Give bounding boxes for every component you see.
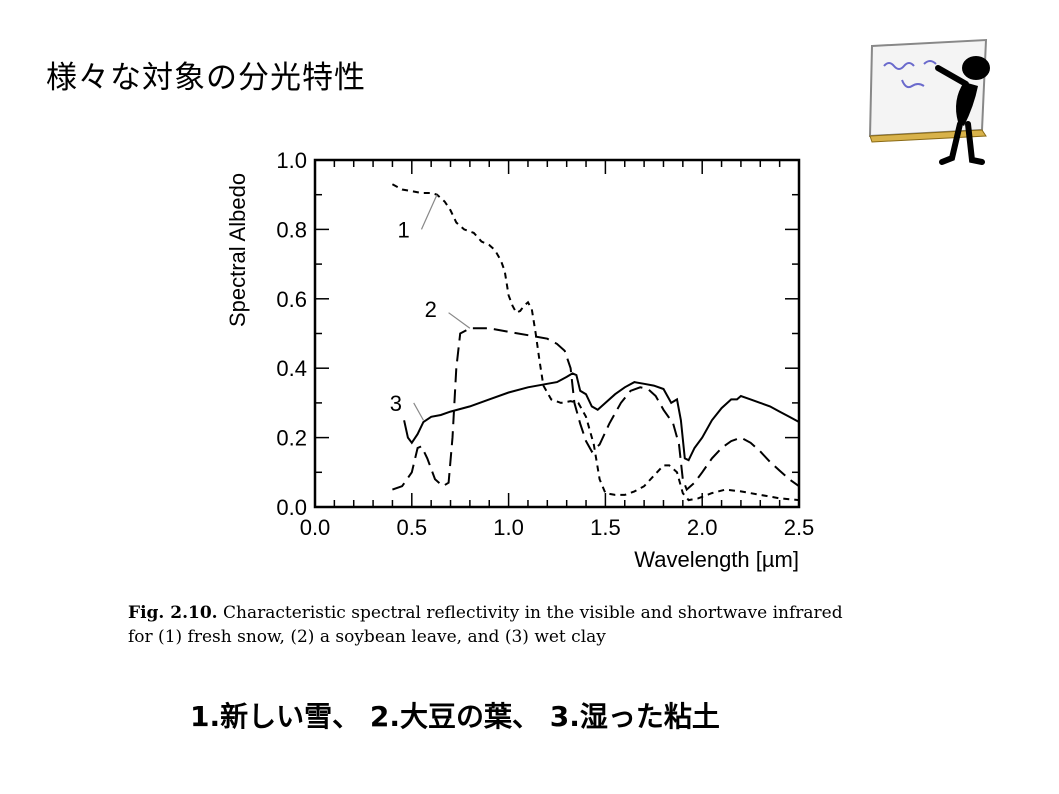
plot-frame xyxy=(313,158,801,509)
caption-line-1: Characteristic spectral reflectivity in … xyxy=(217,603,843,623)
presenter-at-whiteboard-icon xyxy=(868,38,990,165)
y-tick-label: 0.0 xyxy=(276,495,307,520)
y-tick-label: 0.8 xyxy=(276,217,307,242)
x-tick-label: 2.5 xyxy=(784,515,815,540)
y-axis-label: Spectral Albedo xyxy=(225,173,250,327)
summary-legend-text: 1.新しい雪、 2.大豆の葉、 3.湿った粘土 xyxy=(190,700,720,733)
x-tick-label: 0.5 xyxy=(397,515,428,540)
y-tick-label: 0.2 xyxy=(276,426,307,451)
spectral-albedo-chart: 0.0 0.5 1.0 1.5 2.0 2.5 0.0 0.2 0.4 0.6 0.8 1.0 Wave… xyxy=(225,148,815,572)
series-label-2: 2 xyxy=(425,297,437,322)
series-line-1 xyxy=(391,183,800,502)
y-tick-label: 0.4 xyxy=(276,356,307,381)
y-tick-label: 1.0 xyxy=(276,148,307,173)
series-line-2 xyxy=(392,327,800,492)
series-label-leader-3 xyxy=(413,402,424,421)
series-line-3 xyxy=(403,372,800,462)
series-label-3: 3 xyxy=(390,391,402,416)
slide-title: 様々な対象の分光特性 xyxy=(46,60,366,96)
series-label-leader-2 xyxy=(448,312,471,329)
x-tick-label: 2.0 xyxy=(687,515,718,540)
x-axis-label: Wavelength [µm] xyxy=(634,547,799,572)
y-tick-label: 0.6 xyxy=(276,287,307,312)
caption-figure-label: Fig. 2.10. xyxy=(128,603,218,623)
x-tick-label: 0.0 xyxy=(300,515,331,540)
series-label-leader-1 xyxy=(420,194,438,230)
x-tick-label: 1.0 xyxy=(493,515,524,540)
caption-line-2: for (1) fresh snow, (2) a soybean leave,… xyxy=(128,627,606,647)
figure-caption: Fig. 2.10. Characteristic spectral refle… xyxy=(128,601,948,649)
x-tick-label: 1.5 xyxy=(590,515,621,540)
series-label-1: 1 xyxy=(397,217,409,242)
